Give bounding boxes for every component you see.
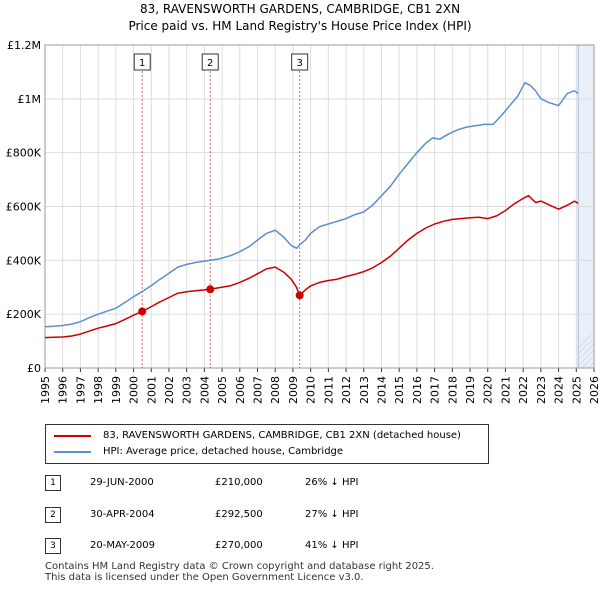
annotation-box [201, 53, 219, 71]
x-tick-label: 2007 [252, 376, 265, 404]
transaction-price: £292,500 [215, 509, 263, 520]
x-tick-label: 1998 [92, 376, 105, 404]
future-hatch [577, 349, 595, 367]
x-tick-label: 2000 [128, 376, 141, 404]
x-tick-label: 2013 [358, 376, 371, 404]
x-tick-label: 2022 [517, 376, 530, 404]
y-tick-label: £200K [6, 308, 42, 321]
x-tick-label: 2002 [163, 376, 176, 404]
annotation-label: 1 [139, 58, 145, 69]
plot-frame [44, 44, 595, 369]
x-tick-label: 1997 [74, 376, 87, 404]
transaction-price: £210,000 [215, 477, 263, 488]
future-hatch [577, 343, 595, 361]
y-tick-label: £0 [27, 362, 41, 375]
chart-legend: 83, RAVENSWORTH GARDENS, CAMBRIDGE, CB1 … [45, 424, 489, 464]
x-tick-label: 2001 [145, 376, 158, 404]
transaction-hpi: 41% ↓ HPI [305, 540, 359, 551]
legend-swatch-property [54, 434, 91, 437]
x-tick-label: 2011 [322, 376, 335, 404]
y-tick-label: £1.2M [7, 39, 41, 52]
footer-line-1: Contains HM Land Registry data © Crown c… [45, 561, 434, 572]
transaction-marker: 3 [45, 538, 61, 554]
future-hatch [577, 331, 595, 349]
legend-label-property: 83, RAVENSWORTH GARDENS, CAMBRIDGE, CB1 … [103, 430, 461, 441]
chart-title-line-2: Price paid vs. HM Land Registry's House … [128, 19, 472, 33]
sale-point [206, 285, 215, 294]
x-tick-label: 1995 [39, 376, 52, 404]
x-tick-label: 2015 [393, 376, 406, 404]
transaction-date: 20-MAY-2009 [90, 540, 156, 551]
y-tick-label: £400K [6, 254, 42, 267]
x-tick-label: 1999 [110, 376, 123, 404]
x-tick-label: 2020 [482, 376, 495, 404]
x-tick-label: 2023 [535, 376, 548, 404]
x-tick-label: 2018 [446, 376, 459, 404]
footer-line-2: This data is licensed under the Open Gov… [45, 572, 364, 583]
x-tick-label: 2010 [305, 376, 318, 404]
future-hatch [581, 355, 595, 369]
x-tick-label: 2009 [287, 376, 300, 404]
x-tick-label: 2024 [553, 376, 566, 404]
legend-item-property: 83, RAVENSWORTH GARDENS, CAMBRIDGE, CB1 … [54, 430, 461, 441]
x-tick-label: 1996 [57, 376, 70, 404]
x-tick-label: 2026 [588, 376, 600, 404]
transaction-row: 2 30-APR-2004 £292,500 27% ↓ HPI [45, 507, 445, 525]
x-tick-label: 2014 [375, 376, 388, 404]
x-tick-label: 2016 [411, 376, 424, 404]
x-tick-label: 2019 [464, 376, 477, 404]
footer-attribution: Contains HM Land Registry data © Crown c… [45, 561, 434, 583]
x-tick-label: 2021 [499, 376, 512, 404]
annotation-label: 2 [207, 58, 213, 69]
transaction-row: 1 29-JUN-2000 £210,000 26% ↓ HPI [45, 475, 445, 493]
price-chart: £0 £200K £400K £600K £800K £1M £1.2M 1995 1996 19… [6, 39, 600, 404]
sale-point [138, 307, 147, 316]
legend-swatch-hpi [54, 450, 91, 453]
x-tick-label: 2004 [198, 376, 211, 404]
x-tick-label: 2006 [234, 376, 247, 404]
transaction-hpi: 27% ↓ HPI [305, 509, 359, 520]
x-tick-label: 2012 [340, 376, 353, 404]
legend-label-hpi: HPI: Average price, detached house, Camb… [103, 446, 344, 457]
x-tick-label: 2005 [216, 376, 229, 404]
transaction-row: 3 20-MAY-2009 £270,000 41% ↓ HPI [45, 538, 445, 556]
y-tick-label: £600K [6, 201, 42, 214]
transaction-marker: 1 [45, 475, 61, 491]
x-tick-label: 2008 [269, 376, 282, 404]
x-tick-label: 2025 [570, 376, 583, 404]
legend-item-hpi: HPI: Average price, detached house, Camb… [54, 446, 343, 457]
transaction-price: £270,000 [215, 540, 263, 551]
chart-title-line-1: 83, RAVENSWORTH GARDENS, CAMBRIDGE, CB1 … [139, 2, 461, 16]
future-hatch [587, 361, 595, 369]
x-tick-label: 2017 [429, 376, 442, 404]
annotation-label: 3 [296, 58, 302, 69]
annotation-box [291, 53, 309, 71]
future-hatch [577, 337, 595, 355]
y-tick-label: £1M [18, 93, 42, 106]
annotation-box [133, 53, 151, 71]
series-line-hpi [44, 81, 579, 328]
x-tick-label: 2003 [181, 376, 194, 404]
transaction-date: 29-JUN-2000 [90, 477, 154, 488]
y-tick-label: £800K [6, 147, 42, 160]
sale-point [295, 291, 304, 300]
transaction-date: 30-APR-2004 [90, 509, 155, 520]
transaction-hpi: 26% ↓ HPI [305, 477, 359, 488]
transaction-marker: 2 [45, 507, 61, 523]
